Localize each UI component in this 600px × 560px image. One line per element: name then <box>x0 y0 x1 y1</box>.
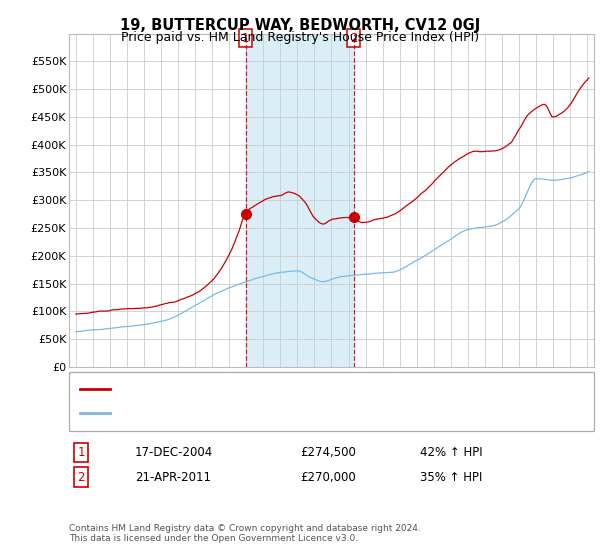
Text: 1: 1 <box>77 446 85 459</box>
Text: 2: 2 <box>350 32 358 45</box>
Text: £270,000: £270,000 <box>300 470 356 484</box>
Text: Price paid vs. HM Land Registry's House Price Index (HPI): Price paid vs. HM Land Registry's House … <box>121 31 479 44</box>
Text: 19, BUTTERCUP WAY, BEDWORTH, CV12 0GJ (detached house): 19, BUTTERCUP WAY, BEDWORTH, CV12 0GJ (d… <box>116 384 456 394</box>
Text: 42% ↑ HPI: 42% ↑ HPI <box>420 446 482 459</box>
Bar <box>245 34 353 367</box>
Text: 35% ↑ HPI: 35% ↑ HPI <box>420 470 482 484</box>
Text: 1: 1 <box>242 32 250 45</box>
Text: Contains HM Land Registry data © Crown copyright and database right 2024.
This d: Contains HM Land Registry data © Crown c… <box>69 524 421 543</box>
Text: 19, BUTTERCUP WAY, BEDWORTH, CV12 0GJ: 19, BUTTERCUP WAY, BEDWORTH, CV12 0GJ <box>120 18 480 33</box>
Text: 2: 2 <box>77 470 85 484</box>
Text: 17-DEC-2004: 17-DEC-2004 <box>135 446 213 459</box>
Text: 21-APR-2011: 21-APR-2011 <box>135 470 211 484</box>
Text: £274,500: £274,500 <box>300 446 356 459</box>
Text: HPI: Average price, detached house, Nuneaton and Bedworth: HPI: Average price, detached house, Nune… <box>116 408 452 418</box>
